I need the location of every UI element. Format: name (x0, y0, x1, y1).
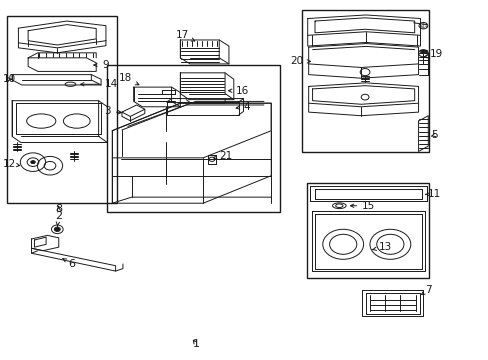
Text: 2: 2 (55, 211, 62, 226)
Ellipse shape (33, 162, 35, 163)
Text: 10: 10 (2, 74, 16, 84)
Ellipse shape (332, 203, 346, 208)
Text: 12: 12 (2, 159, 20, 169)
Text: 20: 20 (290, 57, 310, 66)
Bar (306, 183, 428, 278)
Text: 8: 8 (55, 204, 62, 214)
Text: 17: 17 (175, 30, 194, 41)
Text: 5: 5 (430, 130, 436, 140)
Text: 11: 11 (425, 189, 441, 199)
Text: 7: 7 (421, 285, 431, 295)
Text: 21: 21 (213, 151, 232, 161)
Text: 6: 6 (63, 259, 75, 269)
Text: 19: 19 (423, 49, 443, 59)
Ellipse shape (31, 161, 33, 162)
Bar (107, 65, 279, 212)
Ellipse shape (33, 161, 35, 162)
Text: 9: 9 (94, 60, 109, 70)
Text: 4: 4 (236, 102, 250, 112)
Text: 3: 3 (104, 107, 122, 116)
Text: 18: 18 (118, 73, 139, 85)
Ellipse shape (33, 162, 35, 163)
Bar (301, 10, 428, 152)
Text: 14: 14 (81, 79, 118, 89)
Ellipse shape (31, 162, 33, 163)
Text: 15: 15 (350, 201, 375, 211)
Text: 16: 16 (228, 86, 248, 96)
Circle shape (54, 227, 60, 231)
Ellipse shape (65, 82, 76, 86)
Text: 13: 13 (372, 242, 391, 252)
Ellipse shape (30, 162, 32, 163)
Ellipse shape (31, 161, 33, 162)
Text: 1: 1 (192, 339, 199, 348)
Ellipse shape (31, 162, 33, 163)
Bar (7, 17, 117, 203)
Ellipse shape (33, 162, 35, 163)
Ellipse shape (32, 161, 34, 162)
Ellipse shape (33, 161, 35, 162)
Ellipse shape (32, 163, 34, 164)
